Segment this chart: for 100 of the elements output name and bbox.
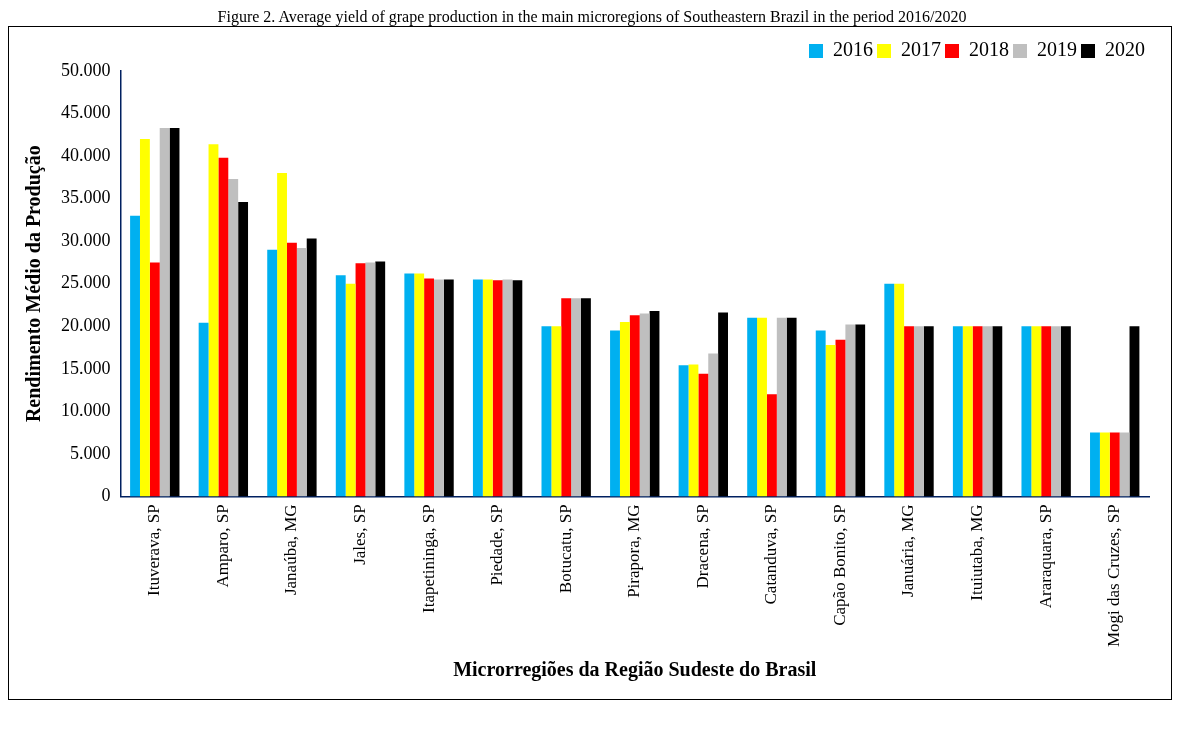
bar	[845, 324, 856, 497]
bar	[1051, 326, 1061, 497]
bar	[286, 242, 297, 497]
bar	[982, 326, 993, 497]
bar	[992, 326, 1003, 497]
bar	[776, 317, 787, 497]
bar	[1119, 432, 1130, 497]
bar	[1090, 432, 1100, 497]
bar	[375, 261, 386, 497]
bar	[1060, 326, 1071, 497]
bar	[238, 202, 249, 497]
y-tick-label: 15.000	[61, 357, 111, 378]
bar	[414, 273, 425, 497]
y-tick-label: 45.000	[61, 102, 111, 123]
bar	[1099, 432, 1110, 497]
y-tick-label: 10.000	[61, 400, 111, 421]
bar	[718, 312, 728, 497]
bar	[472, 279, 483, 497]
bar	[306, 238, 317, 497]
y-tick-label: 20.000	[61, 314, 111, 335]
bar	[424, 278, 434, 497]
bar	[541, 326, 552, 497]
x-tick-label: Ituverava, SP	[144, 504, 164, 596]
y-tick-label: 40.000	[61, 144, 111, 165]
bar	[962, 326, 973, 497]
bar	[365, 262, 376, 497]
bar	[884, 283, 895, 497]
x-tick-label: Araraquara, SP	[1035, 504, 1055, 609]
x-tick-label: Amparo, SP	[212, 504, 232, 588]
x-tick-label: Janaúba, MG	[281, 504, 301, 596]
bar	[169, 128, 180, 497]
bar	[757, 317, 767, 497]
x-tick-label: Itapetininga, SP	[418, 504, 438, 613]
bar	[551, 326, 562, 497]
bar	[913, 326, 924, 497]
x-tick-label: Januária, MG	[898, 504, 918, 597]
bar	[404, 273, 415, 497]
bar	[149, 262, 160, 497]
y-tick-label: 35.000	[61, 187, 111, 208]
bar	[1109, 432, 1120, 497]
bar	[825, 344, 836, 497]
x-tick-label: Pirapora, MG	[624, 504, 644, 598]
legend-label: 2017	[901, 38, 941, 61]
bar	[1031, 326, 1042, 497]
bar	[355, 263, 366, 497]
y-tick-label: 50.000	[61, 59, 111, 80]
bar	[629, 315, 640, 497]
bar	[198, 322, 209, 497]
bar	[502, 279, 513, 497]
bar	[972, 326, 983, 497]
y-tick-label: 5.000	[70, 442, 111, 463]
bar	[571, 298, 581, 497]
legend-label: 2018	[969, 38, 1009, 61]
bar	[433, 279, 444, 497]
bar	[786, 317, 797, 497]
legend-label: 2019	[1037, 38, 1077, 61]
bar	[492, 280, 503, 497]
bar	[1041, 326, 1052, 497]
bar	[139, 139, 150, 497]
bar	[952, 326, 963, 497]
legend-label: 2020	[1105, 38, 1145, 61]
y-tick-label: 30.000	[61, 229, 111, 250]
bar	[610, 330, 620, 497]
bar	[815, 330, 826, 497]
x-tick-label: Mogi das Cruzes, SP	[1104, 504, 1124, 648]
x-tick-label: Capão Bonito, SP	[829, 504, 849, 626]
bar	[904, 326, 914, 497]
bar	[159, 128, 170, 497]
bar	[855, 324, 866, 497]
y-tick-label: 0	[101, 485, 111, 506]
bar	[482, 279, 493, 497]
bar	[747, 317, 758, 497]
legend-label: 2016	[833, 38, 873, 61]
bar	[698, 373, 709, 497]
bar	[267, 249, 278, 497]
y-axis-title: Rendimento Médio da Produção	[22, 145, 46, 423]
bar	[208, 144, 219, 497]
chart-title: Figure 2. Average yield of grape production in the main microregions of Southeastern Brazil in the period 2016/2020	[216, 8, 968, 26]
x-axis-title: Microrregiões da Região Sudeste do Brasil	[453, 658, 817, 682]
bar	[580, 298, 591, 497]
bar	[894, 283, 905, 497]
bar	[130, 215, 140, 497]
bar	[639, 313, 650, 497]
bar	[561, 298, 572, 497]
bar	[649, 310, 660, 497]
x-tick-label: Ituiutaba, MG	[967, 504, 987, 601]
x-tick-label: Jales, SP	[349, 504, 369, 565]
bar	[619, 321, 630, 497]
bar	[296, 247, 307, 497]
bar	[835, 339, 846, 497]
bar	[678, 365, 689, 497]
bar	[228, 179, 239, 497]
bar	[708, 353, 719, 497]
x-tick-label: Dracena, SP	[692, 504, 712, 589]
bar	[218, 157, 229, 497]
bar	[923, 326, 934, 497]
bar	[1129, 326, 1140, 497]
x-tick-label: Botucatu, SP	[555, 504, 575, 594]
bar	[345, 283, 356, 497]
bar	[512, 280, 523, 497]
